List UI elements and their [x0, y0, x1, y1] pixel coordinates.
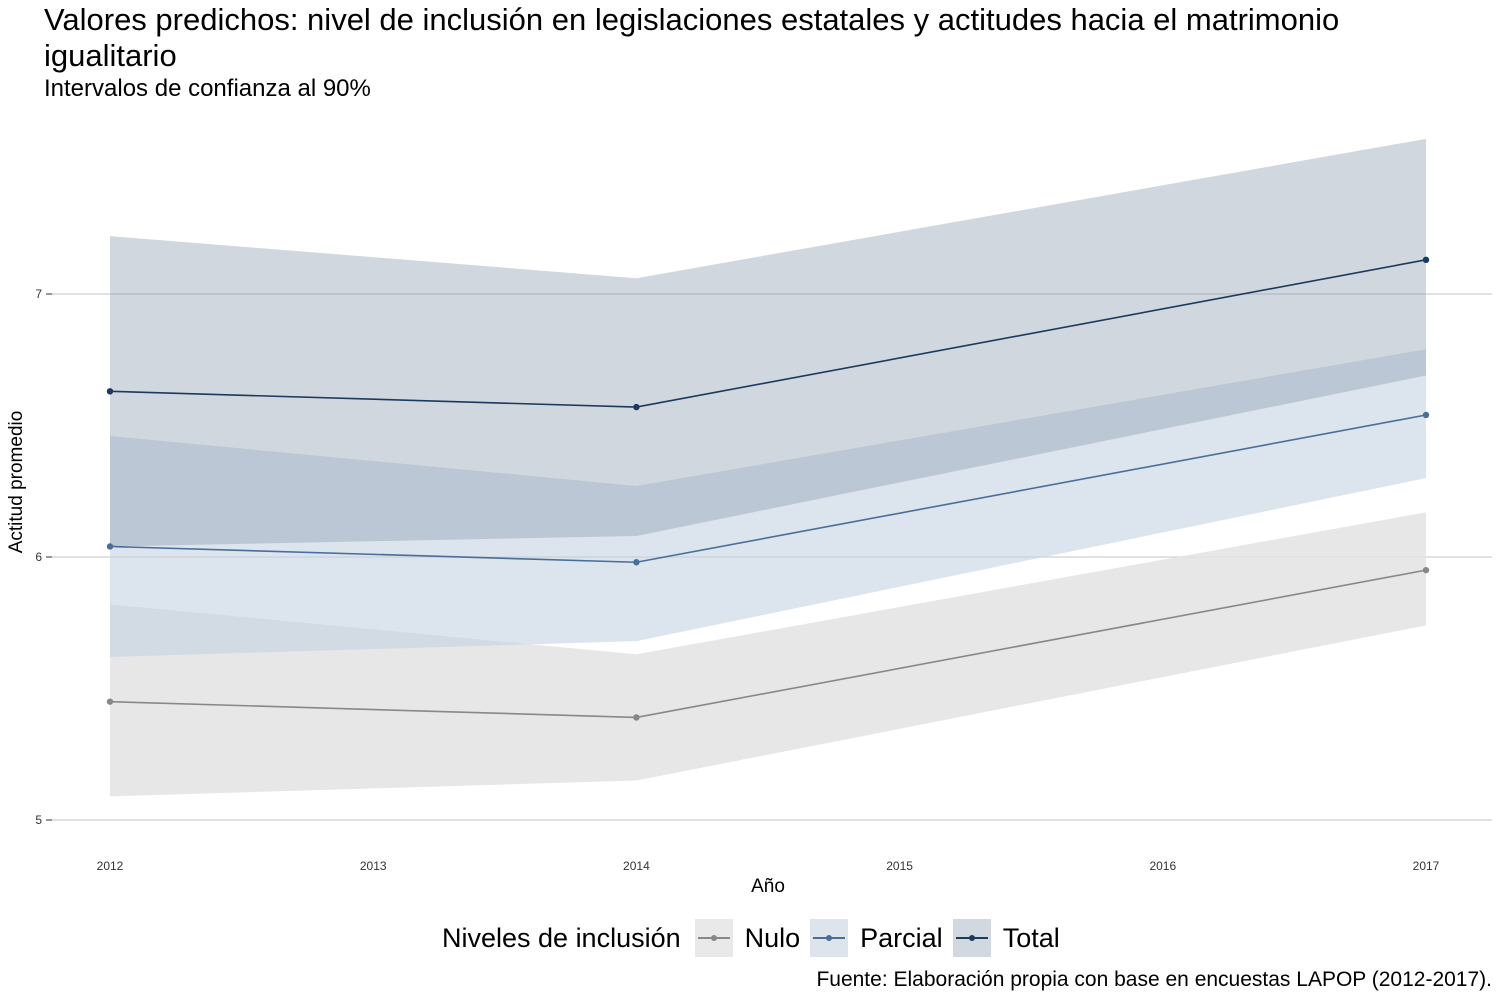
- legend-key-parcial: [810, 919, 849, 957]
- x-tick-label-2013: 2013: [360, 859, 387, 873]
- data-point-total-2012: [106, 388, 114, 395]
- ci-ribbon-nulo: [110, 512, 1426, 797]
- y-tick-label-5: 5: [35, 813, 42, 827]
- x-tick-label-2012: 2012: [97, 859, 124, 873]
- x-tick-label-2015: 2015: [886, 859, 913, 873]
- ci-ribbon-parcial: [110, 349, 1426, 657]
- legend-key-nulo: [694, 919, 733, 957]
- x-axis-label: Año: [751, 876, 785, 897]
- legend-label-parcial: Parcial: [860, 922, 943, 953]
- data-point-parcial-2014: [633, 559, 640, 566]
- ci-ribbon-total: [110, 138, 1426, 547]
- caption: Fuente: Elaboración propia con base en e…: [816, 968, 1492, 991]
- data-point-parcial-2017: [1422, 411, 1430, 419]
- legend-item-nulo[interactable]: Nulo: [694, 919, 801, 957]
- data-point-total-2017: [1422, 256, 1430, 264]
- legend-item-parcial[interactable]: Parcial: [810, 919, 943, 957]
- data-point-parcial-2012: [106, 543, 114, 550]
- y-axis-label: Actitud promedio: [6, 411, 27, 554]
- x-tick-label-2014: 2014: [623, 859, 650, 873]
- legend-label-total: Total: [1002, 922, 1060, 953]
- legend-item-total[interactable]: Total: [952, 919, 1060, 957]
- data-point-nulo-2012: [106, 698, 114, 705]
- legend-key-total: [952, 919, 991, 957]
- chart-subtitle: Intervalos de confianza al 90%: [44, 75, 371, 102]
- y-tick-label-6: 6: [35, 550, 42, 564]
- legend-title: Niveles de inclusión: [442, 922, 681, 953]
- y-tick-label-7: 7: [35, 287, 42, 301]
- data-point-nulo-2014: [633, 714, 640, 721]
- data-point-nulo-2017: [1422, 566, 1430, 574]
- x-tick-label-2017: 2017: [1413, 859, 1440, 873]
- chart-title: Valores predichos: nivel de inclusión en…: [44, 2, 1340, 73]
- data-point-total-2014: [633, 403, 640, 411]
- x-tick-label-2016: 2016: [1149, 859, 1176, 873]
- legend: Niveles de inclusión Nulo Parcial Total: [442, 917, 1070, 959]
- legend-label-nulo: Nulo: [744, 922, 801, 953]
